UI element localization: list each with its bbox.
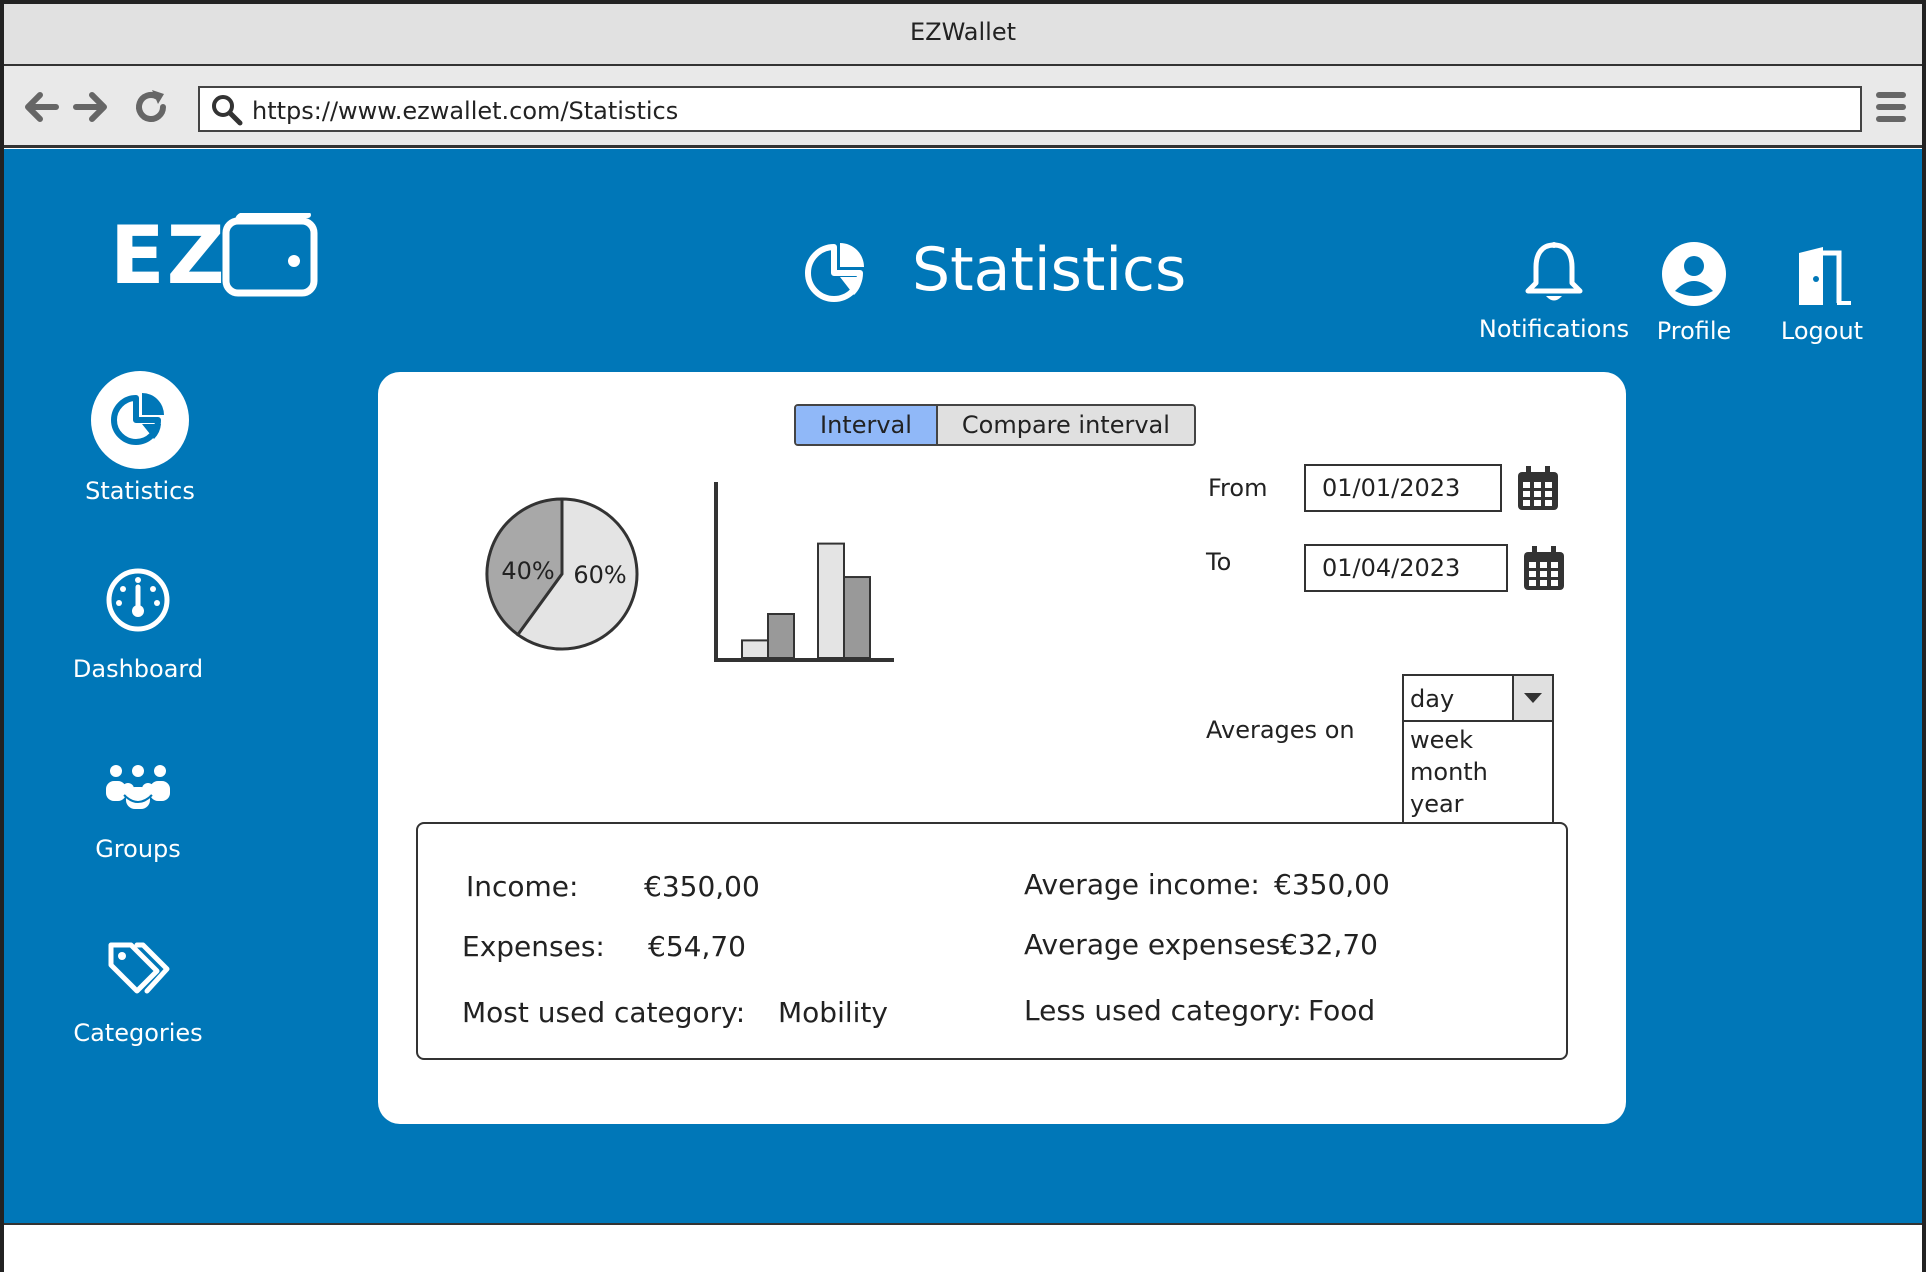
most-used-category-label: Most used category: <box>462 996 746 1029</box>
calendar-icon[interactable] <box>1522 544 1566 592</box>
sidebar-item-label: Statistics <box>85 477 195 505</box>
app-page: EZ Statistics Notifications <box>4 149 1922 1223</box>
user-avatar-icon <box>1662 242 1726 306</box>
to-label: To <box>1206 548 1232 576</box>
to-date-input[interactable]: 01/04/2023 <box>1304 544 1508 592</box>
average-income-label: Average income: <box>1024 868 1260 901</box>
back-arrow-icon[interactable] <box>20 86 62 128</box>
address-bar[interactable]: https://www.ezwallet.com/Statistics <box>198 86 1862 132</box>
income-label: Income: <box>466 870 579 903</box>
average-expenses-value: €32,70 <box>1280 928 1378 961</box>
averages-on-label: Averages on <box>1206 716 1355 744</box>
sidebar-item-label: Dashboard <box>72 655 204 683</box>
hamburger-menu-icon[interactable] <box>1874 88 1908 126</box>
logout-label: Logout <box>1780 317 1864 345</box>
option-month[interactable]: month <box>1410 758 1488 786</box>
expenses-label: Expenses: <box>462 930 605 963</box>
chevron-down-icon <box>1524 693 1542 703</box>
averages-select[interactable]: day <box>1402 674 1554 722</box>
tab-compare-interval[interactable]: Compare interval <box>937 406 1194 444</box>
averages-selected-value: day <box>1410 685 1455 713</box>
dropdown-arrow[interactable] <box>1512 676 1552 720</box>
option-year[interactable]: year <box>1410 790 1464 818</box>
sidebar-item-categories[interactable]: Categories <box>38 939 238 1047</box>
forward-arrow-icon[interactable] <box>70 86 112 128</box>
pie-chart-icon <box>805 243 864 302</box>
tab-interval[interactable]: Interval <box>796 406 938 444</box>
sidebar-item-groups[interactable]: Groups <box>38 763 238 863</box>
pie-chart: 40% 60% <box>485 497 639 651</box>
pie-slice-60 <box>515 497 639 651</box>
door-exit-icon <box>1799 247 1851 305</box>
calendar-icon[interactable] <box>1516 464 1560 512</box>
interval-tabs: Interval Compare interval <box>794 404 1196 446</box>
tags-icon <box>108 942 170 994</box>
bar-chart-axes <box>714 482 894 662</box>
from-label: From <box>1208 474 1268 502</box>
income-value: €350,00 <box>644 870 760 903</box>
bar-4 <box>843 576 871 659</box>
statistics-icon <box>91 371 189 469</box>
reload-icon[interactable] <box>130 86 172 128</box>
ezwallet-logo[interactable]: EZ <box>110 211 324 301</box>
less-used-category-value: Food <box>1308 994 1376 1027</box>
from-date-input[interactable]: 01/01/2023 <box>1304 464 1502 512</box>
profile-button[interactable]: Profile <box>1644 241 1744 345</box>
notifications-label: Notifications <box>1478 315 1630 343</box>
search-icon <box>212 95 243 126</box>
browser-status-bar <box>4 1223 1922 1272</box>
expenses-value: €54,70 <box>648 930 746 963</box>
sidebar-item-dashboard[interactable]: Dashboard <box>38 567 238 683</box>
window-titlebar: EZWallet <box>4 4 1922 66</box>
summary-panel: Income: €350,00 Expenses: €54,70 Most us… <box>416 822 1568 1060</box>
wallet-icon <box>222 213 318 297</box>
average-expenses-label: Average expenses: <box>1024 928 1290 961</box>
sidebar-item-label: Categories <box>73 1019 203 1047</box>
sidebar-item-statistics[interactable]: Statistics <box>40 371 240 505</box>
statistics-card: Interval Compare interval 40% 60% From 0… <box>378 372 1626 1124</box>
option-week[interactable]: week <box>1410 726 1474 754</box>
bell-icon <box>1525 242 1583 301</box>
sidebar-item-label: Groups <box>95 835 181 863</box>
groups-people-icon <box>106 765 170 809</box>
dashboard-gauge-icon <box>106 568 170 632</box>
browser-toolbar: https://www.ezwallet.com/Statistics <box>4 66 1922 148</box>
pie-slice-40 <box>485 497 564 637</box>
pie-label-40: 40% <box>501 557 554 585</box>
window-title: EZWallet <box>909 18 1017 46</box>
average-income-value: €350,00 <box>1274 868 1390 901</box>
averages-options-list: week month year <box>1402 722 1554 828</box>
pie-label-60: 60% <box>573 561 626 589</box>
bar-chart <box>714 482 894 662</box>
notifications-button[interactable]: Notifications <box>1476 241 1632 343</box>
url-text: https://www.ezwallet.com/Statistics <box>252 97 679 125</box>
logout-button[interactable]: Logout <box>1772 245 1872 345</box>
most-used-category-value: Mobility <box>778 996 888 1029</box>
profile-label: Profile <box>1656 317 1732 345</box>
logo-text: EZ <box>110 209 227 302</box>
less-used-category-label: Less used category: <box>1024 994 1302 1027</box>
bar-3 <box>817 542 845 659</box>
bar-1 <box>741 639 769 659</box>
bar-2 <box>767 613 795 659</box>
page-title: Statistics <box>912 235 1187 305</box>
